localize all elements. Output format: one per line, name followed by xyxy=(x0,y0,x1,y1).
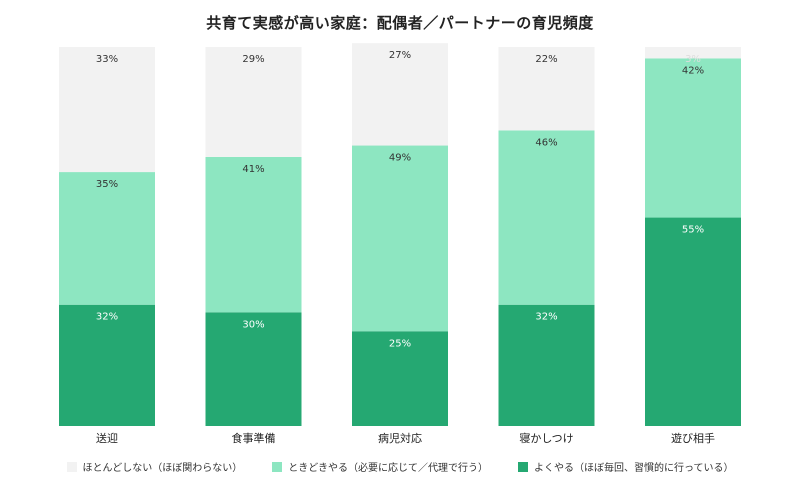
bar-asobi-sometimes xyxy=(645,58,741,218)
bar-nekashitsuke-rarely xyxy=(498,47,595,131)
bar-shokuji-sometimes xyxy=(205,156,302,313)
legend-label-often: よくやる（ほぼ毎回、習慣的に行っている） xyxy=(533,463,734,474)
legend-label-rarely: ほとんどしない（ほぼ関わらない） xyxy=(82,463,243,474)
chart-title: 共育て実感が高い家庭：配偶者／パートナーの育児頻度 xyxy=(206,14,594,32)
category-label-asobi: 遊び相手 xyxy=(671,431,715,445)
label-nekashitsuke-sometimes: 46% xyxy=(535,137,557,148)
legend-item-sometimes: ときどきやる（必要に応じて／代理で行う） xyxy=(272,459,488,474)
legend-label-sometimes: ときどきやる（必要に応じて／代理で行う） xyxy=(288,463,488,474)
label-byoji-rarely: 27% xyxy=(389,50,411,61)
bar-asobi-rarely xyxy=(645,47,741,59)
legend: ほとんどしない（ほぼ関わらない） ときどきやる（必要に応じて／代理で行う） よく… xyxy=(0,459,800,474)
label-nekashitsuke-often: 32% xyxy=(535,312,557,323)
bar-sogei-sometimes xyxy=(59,172,155,305)
label-asobi-often: 55% xyxy=(682,225,704,236)
label-byoji-often: 25% xyxy=(389,338,411,349)
label-sogei-often: 32% xyxy=(96,312,118,323)
label-shokuji-sometimes: 41% xyxy=(242,164,264,175)
category-label-shokuji: 食事準備 xyxy=(232,431,276,445)
label-shokuji-often: 30% xyxy=(242,319,264,330)
bar-byoji-sometimes xyxy=(352,145,448,332)
legend-swatch-often xyxy=(517,461,528,472)
bar-shokuji-rarely xyxy=(205,47,302,157)
category-label-byoji: 病児対応 xyxy=(378,431,422,445)
label-sogei-sometimes: 35% xyxy=(96,179,118,190)
label-asobi-sometimes: 42% xyxy=(682,65,704,76)
legend-item-rarely: ほとんどしない（ほぼ関わらない） xyxy=(66,459,243,474)
legend-item-often: よくやる（ほぼ毎回、習慣的に行っている） xyxy=(517,459,734,474)
label-asobi-rarely: 3% xyxy=(685,54,701,65)
bar-byoji-rarely xyxy=(352,43,448,146)
legend-swatch-sometimes xyxy=(272,461,283,472)
bar-byoji-often xyxy=(352,331,448,426)
bar-sogei-often xyxy=(59,304,155,426)
legend-swatch-rarely xyxy=(66,461,77,472)
bar-nekashitsuke-sometimes xyxy=(498,130,595,305)
label-shokuji-rarely: 29% xyxy=(242,54,264,65)
bar-asobi-often xyxy=(645,217,741,426)
label-nekashitsuke-rarely: 22% xyxy=(535,54,557,65)
category-label-nekashitsuke: 寝かしつけ xyxy=(519,431,573,445)
bar-nekashitsuke-often xyxy=(498,304,595,426)
label-sogei-rarely: 33% xyxy=(96,54,118,65)
label-byoji-sometimes: 49% xyxy=(389,153,411,164)
bar-shokuji-often xyxy=(205,312,302,426)
category-label-sogei: 送迎 xyxy=(96,431,118,445)
bar-sogei-rarely xyxy=(59,47,155,173)
